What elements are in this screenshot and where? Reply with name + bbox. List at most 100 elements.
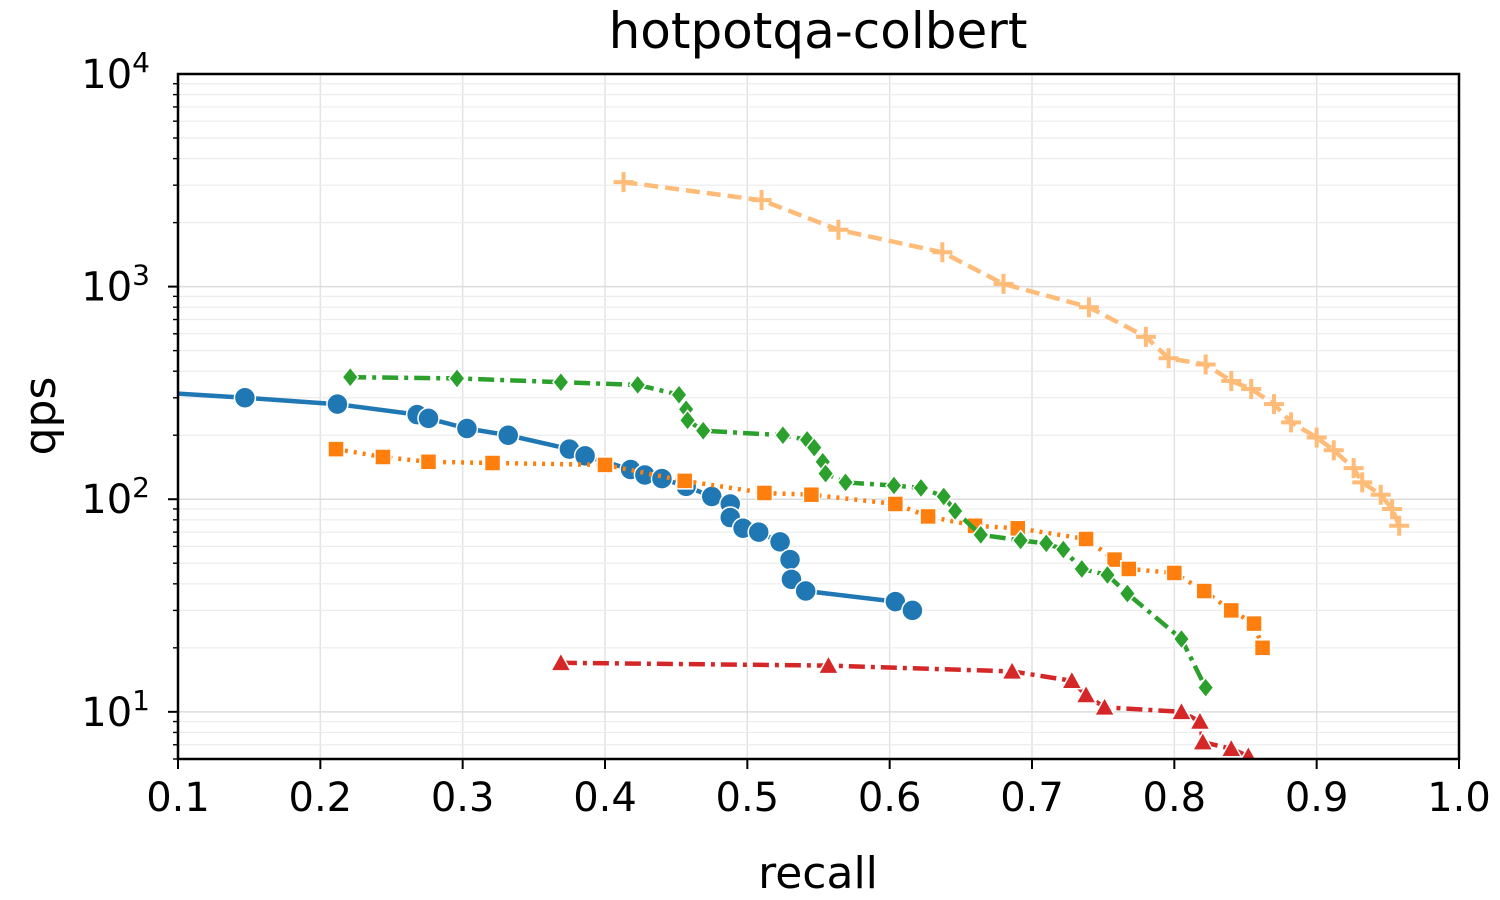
data-point xyxy=(678,409,697,432)
data-point xyxy=(233,386,257,410)
data-point xyxy=(139,381,160,402)
data-point xyxy=(1253,639,1272,657)
y-tick-label: 101 xyxy=(81,684,150,736)
series-orange-line xyxy=(335,446,1265,649)
data-point xyxy=(628,373,647,397)
data-point xyxy=(419,453,438,471)
data-point xyxy=(1172,627,1191,651)
data-point xyxy=(946,499,965,523)
data-point xyxy=(1072,557,1091,581)
data-point xyxy=(1196,676,1215,699)
data-point xyxy=(613,172,634,193)
data-point xyxy=(1120,560,1138,578)
data-point xyxy=(675,472,694,490)
data-point xyxy=(971,523,990,547)
data-point xyxy=(496,423,520,447)
data-point xyxy=(884,474,903,497)
data-point xyxy=(1077,530,1095,548)
data-point xyxy=(1281,412,1302,433)
data-point xyxy=(817,654,840,675)
data-point xyxy=(768,530,792,554)
x-tick-label: 0.4 xyxy=(573,775,637,821)
data-point xyxy=(1352,472,1373,493)
y-tick-label: 103 xyxy=(81,259,150,311)
data-point xyxy=(455,417,479,440)
data-point xyxy=(934,485,953,508)
data-point xyxy=(1389,515,1410,536)
data-point xyxy=(1195,582,1213,600)
x-tick-label: 0.9 xyxy=(1285,775,1349,821)
ticks: 0.1 0.2 0.3 0.4 0.5 0.6 0.7 0.8 0.9 1.0 101 102 103 1… xyxy=(81,46,1491,821)
data-point xyxy=(755,484,774,502)
data-point xyxy=(932,242,953,263)
data-point xyxy=(993,273,1014,294)
data-point xyxy=(828,219,849,240)
data-point xyxy=(1098,563,1117,587)
series-blue xyxy=(139,381,924,622)
y-axis-label: qps xyxy=(15,377,66,456)
data-point xyxy=(448,367,466,390)
data-point xyxy=(751,190,772,211)
data-point xyxy=(549,651,573,672)
data-point xyxy=(573,444,597,468)
data-point xyxy=(694,419,713,442)
data-point xyxy=(417,407,440,430)
series-peach-line xyxy=(623,179,1402,527)
data-point xyxy=(1060,669,1084,690)
data-point xyxy=(670,383,688,406)
data-point xyxy=(1093,695,1116,717)
data-point xyxy=(805,436,824,459)
x-tick-label: 0.1 xyxy=(146,775,210,821)
data-point xyxy=(1245,614,1263,633)
data-point xyxy=(596,456,614,474)
data-point xyxy=(1323,440,1344,461)
data-point xyxy=(1118,582,1137,605)
data-point xyxy=(1078,297,1099,318)
data-point xyxy=(1105,550,1124,569)
x-tick-label: 0.8 xyxy=(1143,775,1207,821)
data-point xyxy=(1158,348,1179,369)
x-tick-label: 0.6 xyxy=(858,775,922,821)
x-tick-label: 0.3 xyxy=(431,775,495,821)
data-point xyxy=(901,599,924,622)
data-point xyxy=(326,392,349,416)
data-point xyxy=(374,448,392,466)
data-point xyxy=(327,440,345,458)
data-point xyxy=(1382,498,1403,519)
x-axis-label: recall xyxy=(758,848,878,899)
data-point xyxy=(341,365,360,389)
data-point xyxy=(1170,700,1193,721)
data-point xyxy=(483,454,502,472)
data-point xyxy=(1011,529,1030,552)
data-point xyxy=(778,548,802,571)
data-point xyxy=(650,467,674,490)
data-point xyxy=(747,520,770,544)
data-point xyxy=(836,471,855,494)
grid xyxy=(177,74,1460,760)
data-point xyxy=(1191,730,1215,751)
data-point xyxy=(1343,458,1364,479)
data-point xyxy=(886,495,905,513)
data-point xyxy=(816,462,835,485)
x-tick-label: 0.2 xyxy=(289,775,353,821)
data-point xyxy=(1135,326,1156,347)
x-tick-label: 0.7 xyxy=(1000,775,1064,821)
data-point xyxy=(1054,538,1073,561)
data-point xyxy=(802,485,821,504)
data-point xyxy=(1219,737,1243,758)
data-point xyxy=(1241,378,1262,399)
data-point xyxy=(794,579,817,603)
series-orange xyxy=(327,440,1272,657)
data-point xyxy=(912,476,930,500)
data-point xyxy=(1370,484,1391,505)
data-point xyxy=(1263,394,1284,415)
data-point xyxy=(773,424,792,447)
plot-frame xyxy=(176,72,1461,761)
data-point xyxy=(1221,370,1242,391)
data-point xyxy=(1222,601,1241,620)
data-point xyxy=(1188,710,1212,731)
series-green xyxy=(341,365,1215,699)
series-red-line xyxy=(560,660,1250,759)
data-point xyxy=(1074,683,1098,704)
